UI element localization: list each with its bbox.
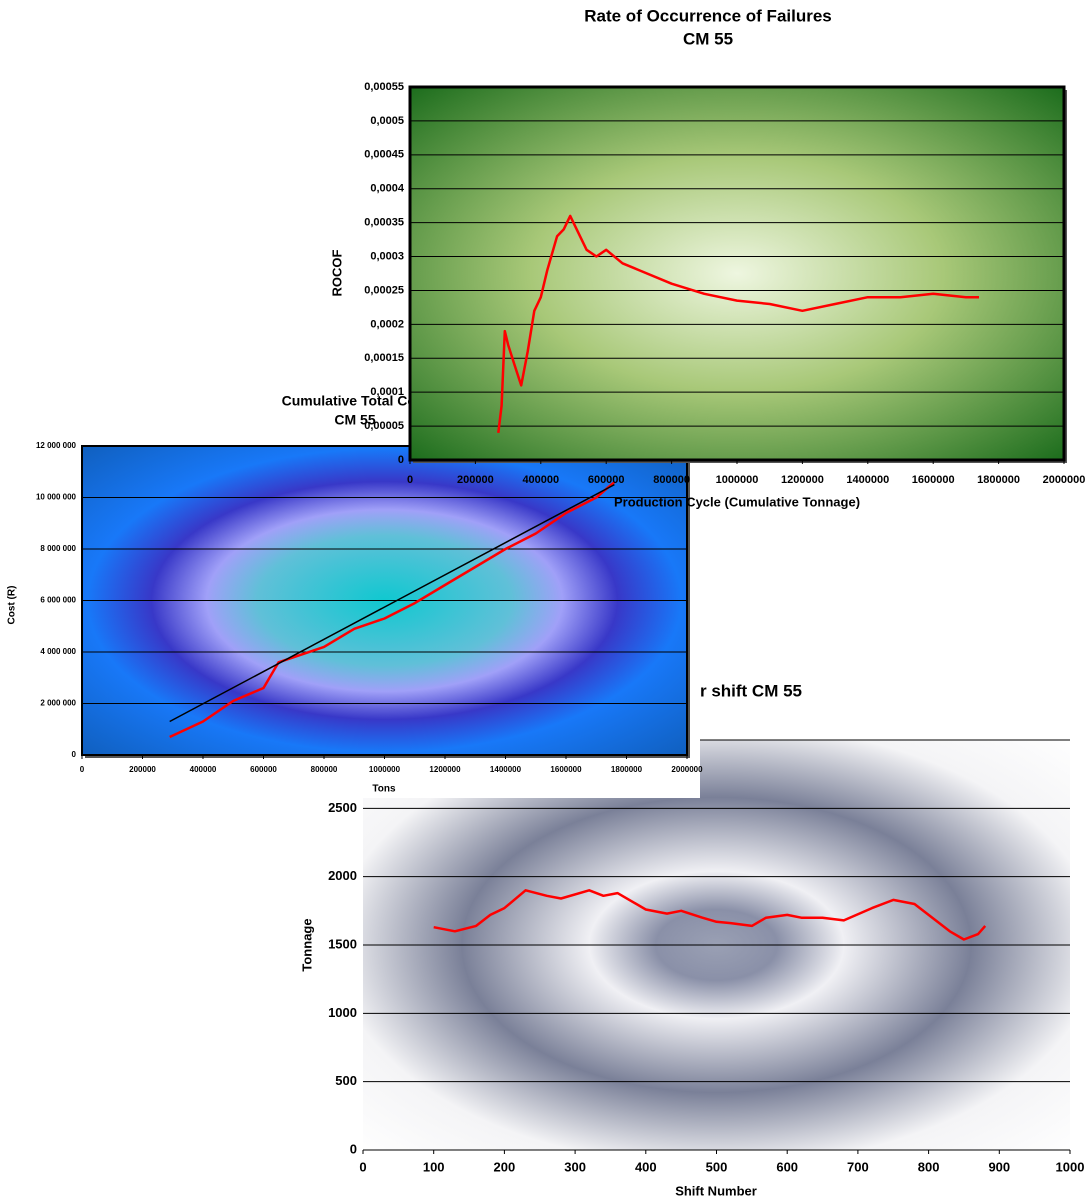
x-tick-label: 1400000	[490, 765, 522, 774]
data-line	[433, 889, 987, 941]
x-tick-label: 600000	[588, 474, 625, 486]
y-tick-label: 1000	[328, 1005, 357, 1020]
x-tick-label: 1600000	[912, 474, 955, 486]
x-tick-label: 1000000	[369, 765, 401, 774]
x-tick-label: 1200000	[429, 765, 461, 774]
y-tick-label: 0,00025	[364, 284, 404, 296]
x-tick-label: 600	[776, 1159, 798, 1174]
x-tick-label: 1600000	[550, 765, 582, 774]
data-line	[169, 483, 615, 723]
x-tick-label: 800	[918, 1159, 940, 1174]
chart-subtitle: CM 55	[683, 29, 733, 48]
y-axis-label: Tonnage	[299, 918, 314, 971]
x-tick-label: 2000000	[1043, 474, 1086, 486]
y-tick-label: 0,00045	[364, 149, 404, 161]
y-tick-label: 0,0003	[370, 250, 404, 262]
y-tick-label: 10 000 000	[36, 493, 77, 502]
x-tick-label: 1200000	[781, 474, 824, 486]
x-axis-label: Tons	[372, 784, 396, 795]
chart-title: Cumulative Total Cost	[282, 393, 429, 409]
chart-subtitle: CM 55	[334, 412, 375, 428]
y-tick-label: 6 000 000	[40, 596, 76, 605]
x-tick-label: 200	[494, 1159, 516, 1174]
data-line	[169, 481, 616, 739]
x-tick-label: 800000	[311, 765, 338, 774]
y-tick-label: 2 000 000	[40, 699, 76, 708]
x-tick-label: 1800000	[611, 765, 643, 774]
x-tick-label: 1000	[1056, 1159, 1085, 1174]
x-tick-label: 400	[635, 1159, 657, 1174]
y-tick-label: 4 000 000	[40, 647, 76, 656]
y-tick-label: 0,0004	[370, 183, 405, 195]
x-tick-label: 400000	[522, 474, 559, 486]
x-tick-label: 1000000	[716, 474, 759, 486]
plot-area	[408, 85, 1066, 462]
x-tick-label: 600000	[250, 765, 277, 774]
x-tick-label: 1800000	[977, 474, 1020, 486]
y-tick-label: 8 000 000	[40, 544, 76, 553]
x-tick-label: 0	[359, 1159, 366, 1174]
y-tick-label: 0,00035	[364, 217, 404, 229]
y-tick-label: 0,0001	[370, 386, 404, 398]
y-tick-label: 0,00015	[364, 352, 404, 364]
x-tick-label: 200000	[129, 765, 156, 774]
x-axis-label: Shift Number	[675, 1183, 757, 1198]
chart: Tonnage per shift CM 5505001000150020002…	[299, 681, 1084, 1198]
y-tick-label: 500	[335, 1073, 357, 1088]
x-tick-label: 500	[706, 1159, 728, 1174]
data-line	[497, 214, 979, 434]
x-axis-label: Production Cycle (Cumulative Tonnage)	[614, 494, 860, 509]
y-tick-label: 0,00055	[364, 81, 404, 93]
chart: Rate of Occurrence of Failures CM 55 0 0,00…	[329, 6, 1085, 509]
x-tick-label: 700	[847, 1159, 869, 1174]
y-tick-label: 12 000 000	[36, 441, 77, 450]
x-tick-label: 300	[564, 1159, 586, 1174]
y-tick-label: 0,0002	[370, 318, 404, 330]
y-axis-label: Cost (R)	[7, 586, 18, 625]
x-tick-label: 1400000	[846, 474, 889, 486]
y-tick-label: 0,0005	[370, 115, 404, 127]
y-tick-label: 0	[72, 750, 77, 759]
y-tick-label: 2000	[328, 868, 357, 883]
x-tick-label: 900	[988, 1159, 1010, 1174]
x-tick-label: 2000000	[671, 765, 703, 774]
chart-title: Rate of Occurrence of Failures	[584, 6, 832, 25]
y-tick-label: 1500	[328, 936, 357, 951]
y-tick-label: 0,00005	[364, 420, 404, 432]
x-tick-label: 200000	[457, 474, 494, 486]
x-tick-label: 400000	[190, 765, 217, 774]
x-tick-label: 0	[407, 474, 413, 486]
x-tick-label: 0	[80, 765, 85, 774]
y-axis-label: ROCOF	[329, 249, 344, 296]
y-tick-label: 2500	[328, 800, 357, 815]
x-tick-label: 100	[423, 1159, 445, 1174]
y-tick-label: 0	[350, 1141, 357, 1156]
y-tick-label: 0	[398, 454, 404, 466]
x-tick-label: 800000	[653, 474, 690, 486]
